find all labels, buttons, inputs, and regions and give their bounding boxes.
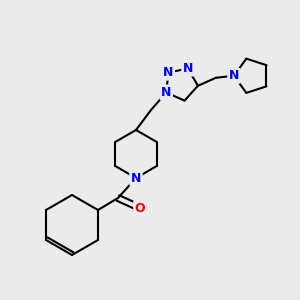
Text: N: N <box>161 86 172 99</box>
Text: N: N <box>229 69 239 82</box>
Text: N: N <box>183 62 193 75</box>
Text: O: O <box>135 202 145 214</box>
Text: N: N <box>163 66 174 79</box>
Text: N: N <box>131 172 141 184</box>
